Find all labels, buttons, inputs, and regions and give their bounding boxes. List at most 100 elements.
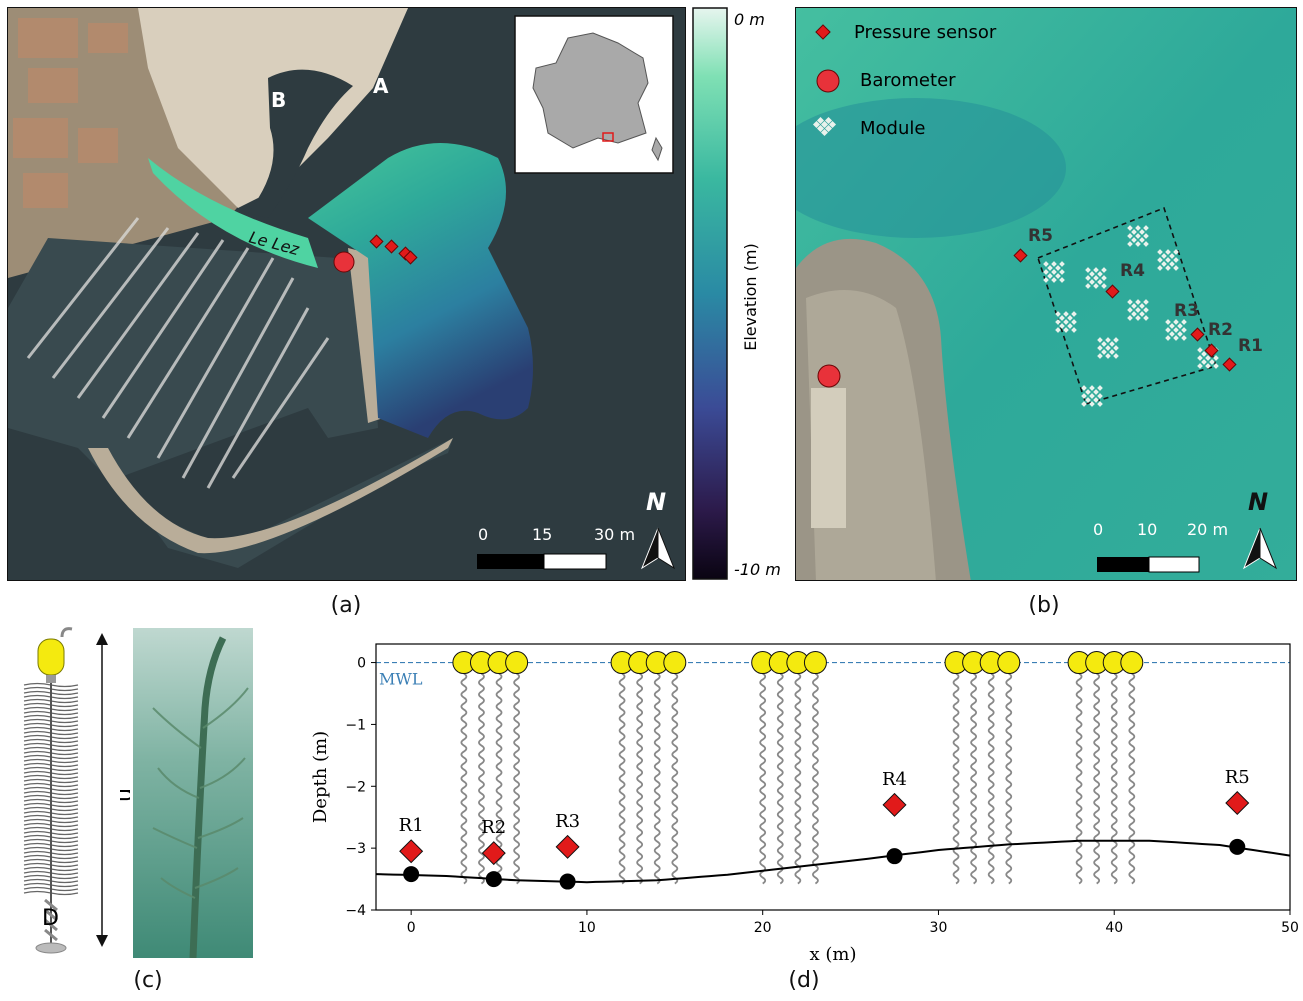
x-tick-label: 10 — [578, 920, 596, 936]
bed-profile-line — [375, 839, 1291, 884]
module-dot — [1093, 283, 1099, 289]
module-dot — [1173, 327, 1179, 333]
module-dot — [1071, 311, 1077, 317]
module-dot — [1059, 323, 1065, 329]
module-dot — [1101, 267, 1107, 273]
module-dot — [1127, 241, 1133, 247]
panel-a-north-arrow: N — [640, 488, 676, 570]
panel-b-scale-bar: 0 10 20 m — [1093, 520, 1228, 573]
module-dot — [1213, 355, 1219, 361]
module-dot — [1127, 299, 1133, 305]
module-dot — [1097, 345, 1103, 351]
module-dot — [1157, 265, 1163, 271]
x-axis-label: x (m) — [810, 944, 857, 965]
module-dot — [1043, 277, 1049, 283]
module-float — [663, 651, 687, 675]
module-dot — [1063, 327, 1069, 333]
module-stem — [776, 672, 784, 885]
module-dot — [1181, 335, 1187, 341]
module-dot — [1113, 337, 1119, 343]
bed-point — [1229, 838, 1246, 855]
module-dot — [1165, 327, 1171, 333]
module-dot — [1165, 249, 1171, 255]
module-dot — [1131, 311, 1137, 317]
module-dot — [1135, 307, 1141, 313]
module-dot — [1139, 311, 1145, 317]
module-dot — [1197, 355, 1203, 361]
module-dot — [1197, 347, 1203, 353]
module-dot — [1205, 355, 1211, 361]
module-dot — [1169, 253, 1175, 259]
sensor-label-r4: R4 — [882, 769, 907, 790]
module-dot — [1097, 271, 1103, 277]
module-dot — [1055, 327, 1061, 333]
x-tick-label: 30 — [930, 920, 948, 936]
module-dot — [1181, 319, 1187, 325]
sensor-marker-r4 — [882, 792, 907, 817]
sensor-label-r2: R2 — [481, 817, 506, 838]
module-dot — [1181, 327, 1187, 333]
module-dot — [1071, 319, 1077, 325]
module-dot — [1081, 385, 1087, 391]
module-dot — [1101, 275, 1107, 281]
module-dot — [1143, 233, 1149, 239]
sensor-label-r3: R3 — [555, 811, 580, 832]
module-dot — [1085, 283, 1091, 289]
y-tick-label: −1 — [345, 717, 366, 733]
module-stem — [987, 672, 995, 885]
module-dot — [1139, 237, 1145, 243]
module-dot — [1051, 261, 1057, 267]
panel-d-cross-section-chart: MWL R1 R2 R3 R4 R5 0 10 20 30 40 50 0 −1 −2 −3 −4 x (m) De… — [300, 632, 1300, 972]
module-dot — [1089, 279, 1095, 285]
module-dot — [1201, 351, 1207, 357]
module-dot — [1043, 261, 1049, 267]
module-dot — [1105, 345, 1111, 351]
module-dot — [1055, 311, 1061, 317]
sensor-label-r1: R1 — [399, 815, 424, 836]
module-dot — [1143, 307, 1149, 313]
label-r2: R2 — [1208, 320, 1233, 340]
module-dot — [1209, 359, 1215, 365]
colorbar-bottom: -10 m — [734, 560, 781, 579]
module-dot — [1055, 319, 1061, 325]
legend-sensor: Pressure sensor — [854, 22, 997, 43]
module-dot — [1047, 273, 1053, 279]
svg-text:0: 0 — [478, 525, 488, 544]
module-dot — [1197, 363, 1203, 369]
module-dot — [1063, 311, 1069, 317]
module-dot — [1105, 337, 1111, 343]
module-dot — [1085, 397, 1091, 403]
module-dot — [1131, 303, 1137, 309]
module-dot — [1143, 225, 1149, 231]
panel-c-underwater-photo — [133, 628, 253, 958]
module-dot — [1173, 319, 1179, 325]
module-dot — [1067, 315, 1073, 321]
module-dot — [1051, 269, 1057, 275]
module-dot — [1097, 393, 1103, 399]
label-r5: R5 — [1028, 226, 1053, 246]
module-dot — [1101, 349, 1107, 355]
module-stem — [1093, 672, 1101, 885]
module-dot — [1161, 253, 1167, 259]
module-dot — [1081, 401, 1087, 407]
module-dot — [1177, 323, 1183, 329]
module-dot — [1157, 257, 1163, 263]
module-dot — [1165, 265, 1171, 271]
module-dot — [1105, 353, 1111, 359]
panel-a-barometer — [333, 251, 355, 273]
module-stem — [812, 672, 819, 885]
label-h: h — [114, 788, 130, 802]
module-dot — [1093, 389, 1099, 395]
module-dot — [1135, 315, 1141, 321]
module-dot — [1161, 261, 1167, 267]
module-dot — [1127, 307, 1133, 313]
sensor-marker-r5 — [1225, 790, 1250, 816]
module-dot — [1043, 269, 1049, 275]
module-dot — [1169, 331, 1175, 337]
module-dot — [1059, 315, 1065, 321]
caption-b: (b) — [1028, 593, 1060, 618]
sensor-marker-r3 — [555, 834, 580, 859]
module-dot — [1071, 327, 1077, 333]
svg-text:10: 10 — [1137, 520, 1157, 539]
module-dot — [1097, 385, 1103, 391]
